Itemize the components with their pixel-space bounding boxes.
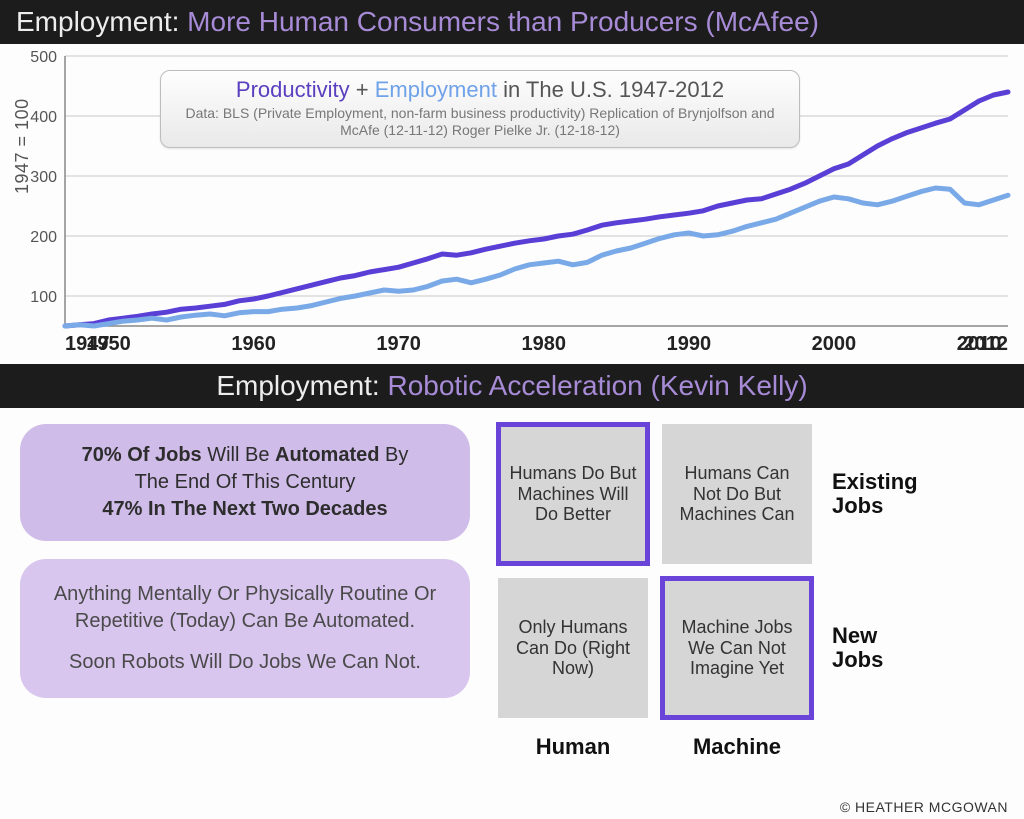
chart-caption-sub: Data: BLS (Private Employment, non-farm … — [173, 105, 787, 139]
header2-prefix: Employment: — [216, 370, 387, 401]
matrix-cell: Humans Can Not Do But Machines Can — [662, 424, 812, 564]
matrix-col-label: Human — [498, 734, 648, 760]
caption-employment: Employment — [375, 77, 497, 102]
header2-highlight: Robotic Acceleration (Kevin Kelly) — [387, 370, 807, 401]
svg-text:500: 500 — [30, 49, 57, 66]
svg-text:400: 400 — [30, 109, 57, 126]
caption-rest: in The U.S. 1947-2012 — [497, 77, 724, 102]
svg-text:100: 100 — [30, 289, 57, 306]
jobs-matrix: Humans Do But Machines Will Do BetterHum… — [488, 424, 1008, 744]
caption-plus: + — [350, 77, 375, 102]
matrix-col-label: Machine — [662, 734, 812, 760]
svg-text:2000: 2000 — [812, 333, 857, 355]
svg-text:1960: 1960 — [231, 333, 276, 355]
right-column: Humans Do But Machines Will Do BetterHum… — [488, 424, 1012, 744]
y-axis-label: 1947 = 100 — [12, 98, 33, 194]
svg-text:300: 300 — [30, 169, 57, 186]
stat-box-routine: Anything Mentally Or Physically Routine … — [20, 559, 470, 698]
matrix-row-label: NewJobs — [832, 624, 952, 672]
header1-prefix: Employment: — [16, 6, 187, 37]
header-bar-2: Employment: Robotic Acceleration (Kevin … — [0, 364, 1024, 408]
matrix-row-label: ExistingJobs — [832, 470, 952, 518]
svg-text:1970: 1970 — [376, 333, 421, 355]
left-column: 70% Of Jobs Will Be Automated ByThe End … — [20, 424, 470, 744]
caption-productivity: Productivity — [236, 77, 350, 102]
stat-box-automation: 70% Of Jobs Will Be Automated ByThe End … — [20, 424, 470, 541]
bottom-area: 70% Of Jobs Will Be Automated ByThe End … — [0, 408, 1024, 748]
matrix-cell: Only Humans Can Do (Right Now) — [498, 578, 648, 718]
svg-text:1950: 1950 — [86, 333, 131, 355]
productivity-employment-chart: 1002003004005001947195019601970198019902… — [0, 44, 1024, 364]
svg-text:1980: 1980 — [522, 333, 567, 355]
header1-highlight: More Human Consumers than Producers (McA… — [187, 6, 819, 37]
chart-caption-title: Productivity + Employment in The U.S. 19… — [173, 77, 787, 103]
svg-text:2012: 2012 — [964, 333, 1009, 355]
matrix-cell: Machine Jobs We Can Not Imagine Yet — [662, 578, 812, 718]
chart-caption-box: Productivity + Employment in The U.S. 19… — [160, 70, 800, 148]
stat2-line2: Soon Robots Will Do Jobs We Can Not. — [69, 651, 421, 673]
matrix-cell: Humans Do But Machines Will Do Better — [498, 424, 648, 564]
svg-text:1990: 1990 — [667, 333, 712, 355]
copyright-text: © HEATHER MCGOWAN — [840, 799, 1008, 815]
stat2-line1: Anything Mentally Or Physically Routine … — [54, 583, 436, 632]
header-bar-1: Employment: More Human Consumers than Pr… — [0, 0, 1024, 44]
svg-text:200: 200 — [30, 229, 57, 246]
